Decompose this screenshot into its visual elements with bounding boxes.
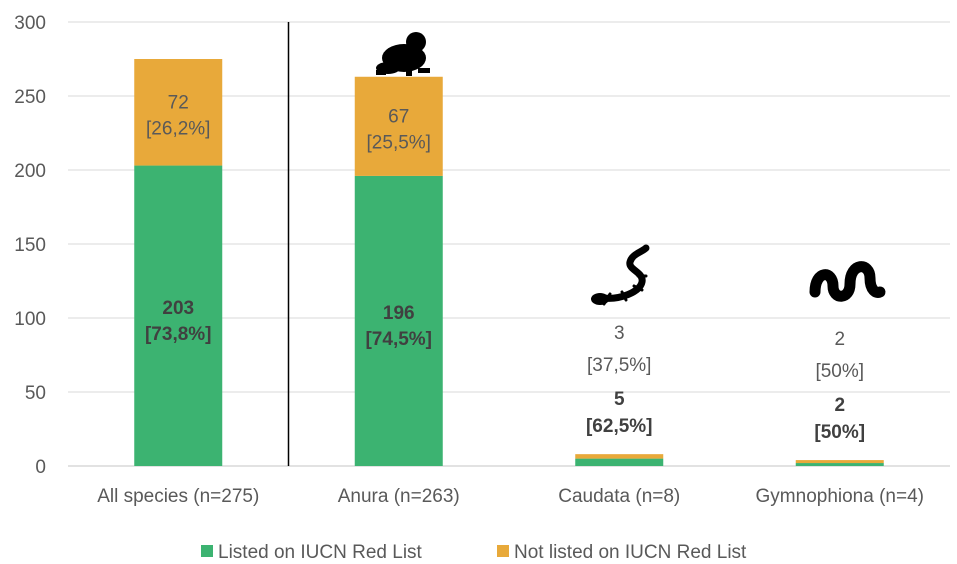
data-label-pct: [25,5%] [367, 132, 431, 153]
x-category-label: All species (n=275) [97, 486, 259, 507]
legend-label-listed: Listed on IUCN Red List [218, 542, 423, 563]
y-tick-label: 150 [14, 235, 46, 256]
caecilian-icon [809, 261, 886, 302]
data-labels: 203 [73,8%] 72 [26,2%] 196 [74,5%] 67 [25,5%] [6… [145, 92, 865, 443]
x-category-label: Gymnophiona (n=4) [756, 486, 924, 507]
data-label: 5 [614, 389, 625, 410]
x-category-label: Caudata (n=8) [558, 486, 680, 507]
data-label-pct: [50%] [814, 422, 865, 443]
data-label-pct: [74,5%] [365, 329, 432, 350]
x-axis-categories: All species (n=275) Anura (n=263) Caudata … [97, 486, 924, 507]
bar-segment [354, 175, 443, 467]
y-tick-label: 0 [35, 457, 46, 478]
salamander-icon [591, 244, 650, 306]
legend-label-not-listed: Not listed on IUCN Red List [514, 542, 747, 563]
legend-swatch-not-listed [497, 545, 509, 557]
data-label: 196 [383, 303, 415, 324]
bar-segment [575, 458, 664, 466]
data-label-pct: [62,5%] [586, 416, 653, 437]
bar-segment [134, 165, 223, 466]
bar-segment [795, 460, 884, 464]
data-label: 2 [834, 395, 845, 416]
bars [134, 59, 884, 467]
data-label-pct: [50%] [815, 361, 864, 382]
y-tick-label: 50 [25, 383, 46, 404]
data-label: 67 [388, 106, 409, 127]
legend: Listed on IUCN Red List Not listed on IU… [201, 542, 747, 563]
bar-segment [575, 454, 664, 459]
data-label-pct: [37,5%] [587, 355, 651, 376]
data-label: 2 [834, 329, 845, 350]
legend-swatch-listed [201, 545, 213, 557]
y-tick-label: 300 [14, 13, 46, 34]
data-label: 72 [168, 92, 189, 113]
frog-icon [376, 32, 430, 76]
y-tick-label: 250 [14, 87, 46, 108]
y-tick-label: 200 [14, 161, 46, 182]
bar-segment [795, 463, 884, 466]
bar-segment [354, 76, 443, 176]
data-label-pct: [26,2%] [146, 118, 210, 139]
y-tick-label: 100 [14, 309, 46, 330]
bar-segment [134, 59, 223, 166]
y-axis-ticks: 0 50 100 150 200 250 300 [14, 13, 46, 478]
x-category-label: Anura (n=263) [338, 486, 460, 507]
data-label: 3 [614, 323, 625, 344]
data-label-pct: [73,8%] [145, 324, 212, 345]
data-label: 203 [162, 298, 194, 319]
